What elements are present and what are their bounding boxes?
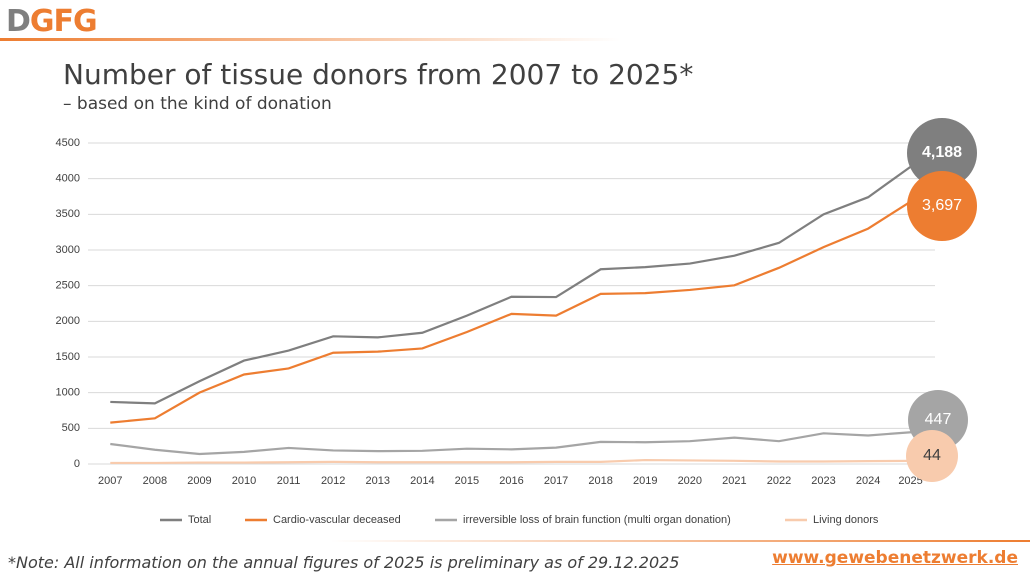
x-tick-label: 2014 <box>410 475 434 487</box>
x-tick-label: 2020 <box>678 475 702 487</box>
y-tick-label: 4000 <box>56 173 80 185</box>
series-line <box>110 164 914 405</box>
x-tick-label: 2019 <box>633 475 657 487</box>
x-tick-label: 2024 <box>856 475 880 487</box>
y-tick-label: 0 <box>74 458 80 470</box>
x-tick-label: 2021 <box>722 475 746 487</box>
x-tick-label: 2012 <box>321 475 345 487</box>
end-bubble <box>906 430 958 482</box>
x-tick-label: 2008 <box>143 475 167 487</box>
end-bubble <box>907 118 977 188</box>
footer-rule <box>330 540 1030 542</box>
x-tick-label: 2015 <box>455 475 479 487</box>
x-tick-label: 2013 <box>366 475 390 487</box>
header-rule <box>0 38 620 41</box>
x-tick-label: 2016 <box>499 475 523 487</box>
chart-title: Number of tissue donors from 2007 to 202… <box>63 58 694 91</box>
chart-subtitle: – based on the kind of donation <box>63 94 332 114</box>
legend-label: Cardio-vascular deceased <box>273 514 401 526</box>
x-tick-label: 2007 <box>98 475 122 487</box>
data-label: 3,697 <box>922 197 962 214</box>
y-tick-label: 1000 <box>56 387 80 399</box>
y-tick-label: 2000 <box>56 315 80 327</box>
series-line <box>110 431 913 456</box>
series-line <box>110 199 914 424</box>
y-tick-label: 4500 <box>56 137 80 149</box>
y-tick-label: 500 <box>62 422 80 434</box>
series-line <box>110 458 913 465</box>
x-tick-label: 2009 <box>187 475 211 487</box>
data-label: 44 <box>923 447 941 464</box>
y-tick-label: 2500 <box>56 280 80 292</box>
y-tick-label: 1500 <box>56 351 80 363</box>
x-tick-label: 2022 <box>767 475 791 487</box>
x-tick-label: 2018 <box>588 475 612 487</box>
footnote: *Note: All information on the annual fig… <box>8 553 680 572</box>
end-bubble <box>907 171 977 241</box>
x-tick-label: 2010 <box>232 475 256 487</box>
legend-label: Living donors <box>813 514 879 526</box>
x-tick-label: 2011 <box>277 475 301 487</box>
website-link[interactable]: www.gewebenetzwerk.de <box>772 548 1018 568</box>
y-tick-label: 3000 <box>56 244 80 256</box>
data-label: 447 <box>925 411 952 428</box>
logo: DGFG <box>6 4 98 39</box>
y-tick-label: 3500 <box>56 208 80 220</box>
data-label: 4,188 <box>922 144 962 161</box>
legend-label: Total <box>188 514 211 526</box>
x-tick-label: 2017 <box>544 475 568 487</box>
legend-label: irreversible loss of brain function (mul… <box>463 514 731 526</box>
x-tick-label: 2023 <box>811 475 835 487</box>
